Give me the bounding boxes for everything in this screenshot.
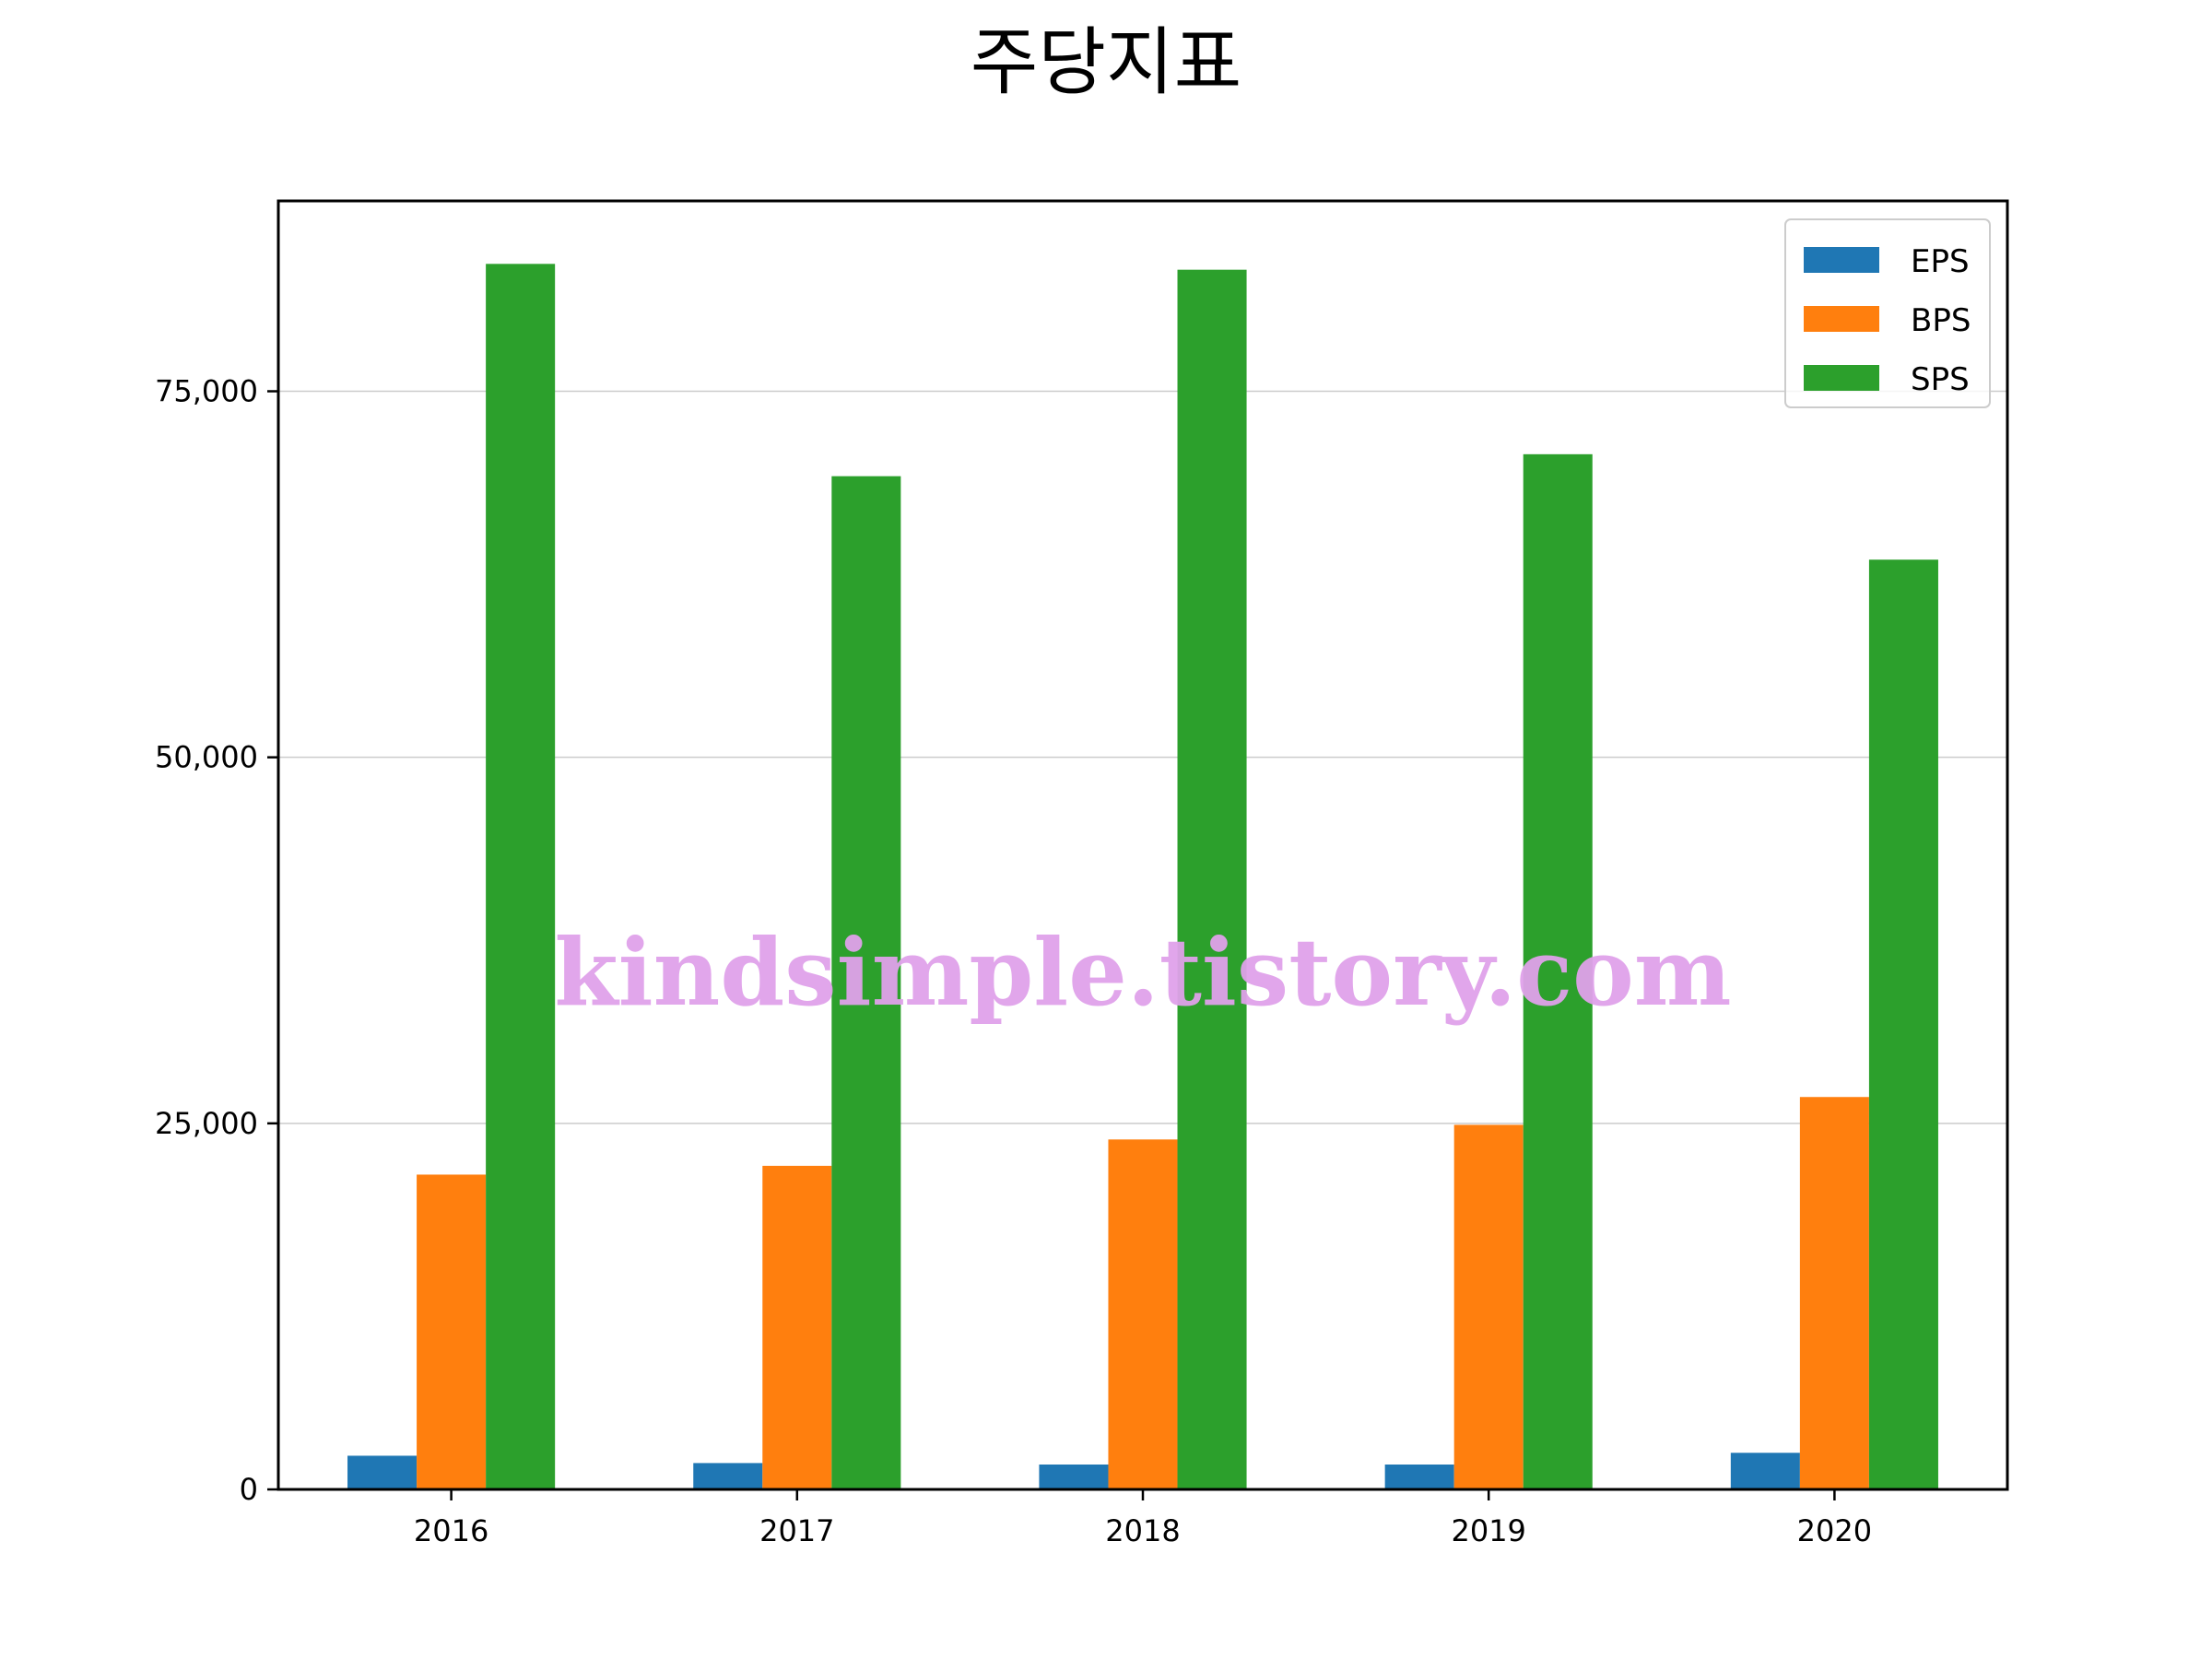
- y-tick-label: 25,000: [155, 1106, 258, 1141]
- legend-label-sps: SPS: [1911, 361, 1970, 398]
- watermark: kindsimple.tistory.com: [554, 918, 1731, 1027]
- bar-bps-2016: [417, 1174, 487, 1489]
- bar-bps-2019: [1453, 1124, 1524, 1489]
- y-axis-ticks: 0 25,000 50,000 75,000: [155, 374, 278, 1507]
- bar-sps-2020: [1868, 559, 1938, 1489]
- chart-title: 주당지표: [971, 19, 1241, 105]
- bar-sps-2017: [831, 476, 901, 1490]
- legend-swatch-eps: [1804, 247, 1879, 273]
- bar-sps-2016: [486, 264, 556, 1489]
- watermark-text: kindsimple.tistory.com: [554, 918, 1731, 1027]
- bar-sps-2019: [1523, 453, 1593, 1489]
- bars: [347, 264, 1938, 1490]
- legend-swatch-bps: [1804, 306, 1879, 332]
- legend-label-eps: EPS: [1911, 243, 1970, 280]
- x-tick-label: 2016: [414, 1513, 488, 1548]
- bar-bps-2017: [762, 1165, 832, 1489]
- bar-eps-2017: [693, 1463, 763, 1489]
- x-tick-label: 2018: [1105, 1513, 1180, 1548]
- bar-sps-2018: [1177, 269, 1247, 1490]
- legend: EPS BPS SPS: [1784, 218, 1991, 408]
- bar-bps-2020: [1799, 1097, 1869, 1489]
- x-tick-label: 2017: [759, 1513, 834, 1548]
- bar-eps-2019: [1384, 1464, 1454, 1489]
- bar-eps-2016: [347, 1455, 418, 1489]
- y-tick-label: 0: [240, 1472, 258, 1507]
- x-axis-ticks: 2016 2017 2018 2019 2020: [414, 1489, 1872, 1548]
- x-tick-label: 2019: [1451, 1513, 1525, 1548]
- x-tick-label: 2020: [1797, 1513, 1872, 1548]
- bar-eps-2020: [1730, 1453, 1800, 1489]
- bar-bps-2018: [1108, 1139, 1178, 1489]
- bar-eps-2018: [1039, 1464, 1109, 1489]
- y-tick-label: 75,000: [155, 374, 258, 409]
- legend-label-bps: BPS: [1911, 302, 1971, 339]
- gridlines: [278, 390, 2007, 1124]
- legend-swatch-sps: [1804, 365, 1879, 391]
- y-tick-label: 50,000: [155, 740, 258, 775]
